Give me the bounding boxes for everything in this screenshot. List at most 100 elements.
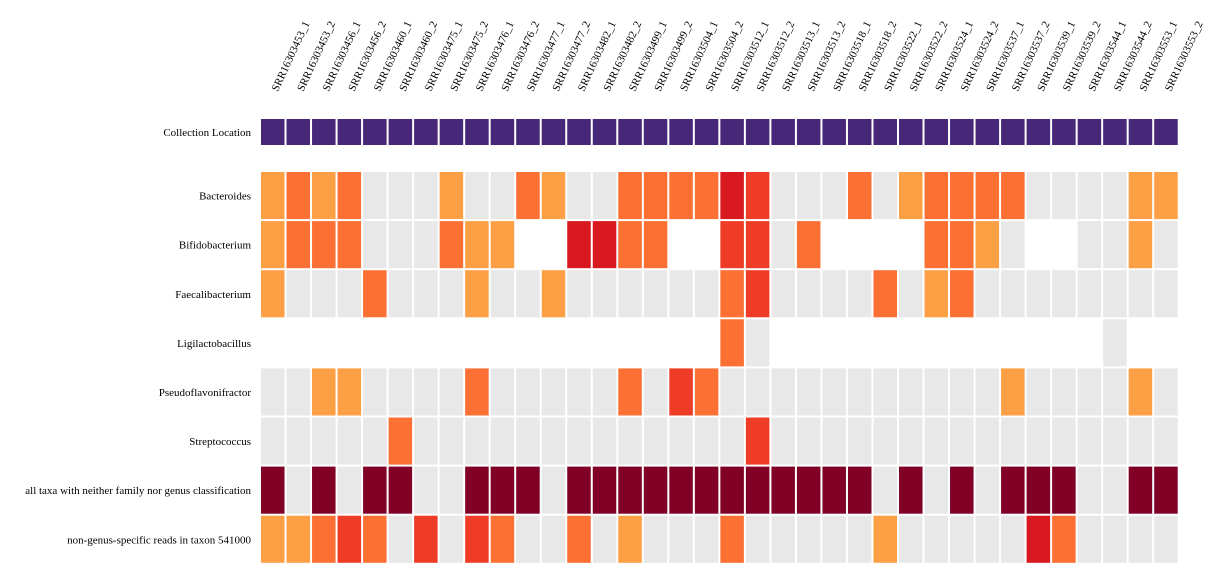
heatmap-cell: [618, 368, 642, 416]
metadata-cell: [745, 119, 770, 145]
heatmap-cell: [847, 368, 872, 416]
heatmap-cell: [388, 417, 413, 465]
heatmap-cell: [975, 221, 1000, 269]
heatmap-cell: [899, 515, 923, 563]
heatmap-cell: [873, 466, 897, 514]
heatmap-cell: [873, 270, 897, 318]
heatmap-cell: [286, 466, 311, 514]
heatmap-cell: [567, 466, 591, 514]
heatmap-cell: [975, 368, 1000, 416]
heatmap-cell: [465, 515, 489, 563]
heatmap-cell: [899, 466, 923, 514]
heatmap-cell: [669, 319, 693, 367]
metadata-cell: [592, 119, 617, 145]
heatmap-cell: [439, 319, 464, 367]
heatmap-cell: [796, 515, 821, 563]
heatmap-cell: [618, 319, 642, 367]
heatmap-cell: [1128, 221, 1153, 269]
heatmap-cell: [516, 172, 540, 220]
heatmap-cell: [899, 221, 923, 269]
heatmap-cell: [414, 221, 438, 269]
heatmap-cell: [312, 221, 336, 269]
row-label: Streptococcus: [189, 436, 251, 448]
heatmap-cell: [516, 221, 540, 269]
heatmap-cell: [950, 515, 974, 563]
heatmap-cell: [1128, 417, 1153, 465]
heatmap-cell: [363, 417, 387, 465]
heatmap-cell: [669, 466, 693, 514]
heatmap-cell: [924, 368, 949, 416]
heatmap-cell: [465, 466, 489, 514]
heatmap-cell: [975, 515, 1000, 563]
heatmap-cell: [618, 221, 642, 269]
heatmap-cell: [1103, 270, 1127, 318]
heatmap-cell: [1052, 172, 1076, 220]
heatmap-cell: [822, 515, 846, 563]
metadata-cell: [669, 119, 693, 145]
metadata-cell: [694, 119, 719, 145]
heatmap-cell: [720, 221, 744, 269]
heatmap-cell: [950, 172, 974, 220]
heatmap-cell: [465, 417, 489, 465]
heatmap-cell: [388, 221, 413, 269]
heatmap-cell: [1154, 270, 1178, 318]
heatmap-cell: [694, 417, 719, 465]
heatmap-cell: [1052, 368, 1076, 416]
heatmap-cell: [975, 319, 1000, 367]
heatmap-cell: [1154, 466, 1178, 514]
metadata-cell: [899, 119, 923, 145]
heatmap-cell: [924, 221, 949, 269]
heatmap-cell: [1077, 417, 1102, 465]
heatmap-cell: [261, 221, 285, 269]
heatmap-cell: [847, 515, 872, 563]
heatmap-cell: [414, 515, 438, 563]
heatmap-cell: [950, 270, 974, 318]
heatmap-cell: [643, 417, 668, 465]
heatmap-cell: [873, 515, 897, 563]
heatmap-cell: [822, 221, 846, 269]
heatmap-cell: [1052, 221, 1076, 269]
heatmap-cell: [286, 270, 311, 318]
heatmap-cell: [822, 417, 846, 465]
heatmap-cell: [1103, 368, 1127, 416]
heatmap-cell: [337, 270, 362, 318]
metadata-cell: [720, 119, 744, 145]
metadata-cell: [490, 119, 515, 145]
heatmap-cell: [899, 417, 923, 465]
metadata-cell: [363, 119, 387, 145]
heatmap-cell: [1026, 368, 1051, 416]
heatmap-cell: [363, 270, 387, 318]
heatmap-cell: [975, 270, 1000, 318]
column-labels: SRR16303453_1SRR16303453_2SRR16303456_1S…: [270, 20, 1206, 94]
heatmap-cell: [618, 515, 642, 563]
heatmap-cell: [261, 319, 285, 367]
heatmap-cell: [363, 172, 387, 220]
heatmap-cell: [745, 221, 770, 269]
heatmap-cell: [567, 515, 591, 563]
row-label: Pseudoflavonifractor: [159, 387, 252, 399]
heatmap-cell: [924, 466, 949, 514]
heatmap-cell: [745, 417, 770, 465]
heatmap-cell: [541, 466, 566, 514]
heatmap-cell: [694, 221, 719, 269]
heatmap-cell: [643, 172, 668, 220]
heatmap-cell: [771, 319, 795, 367]
heatmap-cell: [1001, 417, 1025, 465]
heatmap-cell: [720, 319, 744, 367]
heatmap-cell: [771, 221, 795, 269]
heatmap-cell: [337, 466, 362, 514]
heatmap-cell: [694, 270, 719, 318]
heatmap-cell: [261, 515, 285, 563]
heatmap-cell: [899, 270, 923, 318]
heatmap-cell: [1001, 221, 1025, 269]
heatmap-cell: [771, 515, 795, 563]
metadata-cell: [618, 119, 642, 145]
heatmap-cell: [439, 368, 464, 416]
heatmap-cell: [745, 270, 770, 318]
heatmap-cell: [950, 221, 974, 269]
heatmap-cell: [745, 466, 770, 514]
metadata-row: Collection Location: [163, 119, 1178, 145]
heatmap-cell: [669, 417, 693, 465]
heatmap-cell: [847, 221, 872, 269]
heatmap-cell: [873, 368, 897, 416]
